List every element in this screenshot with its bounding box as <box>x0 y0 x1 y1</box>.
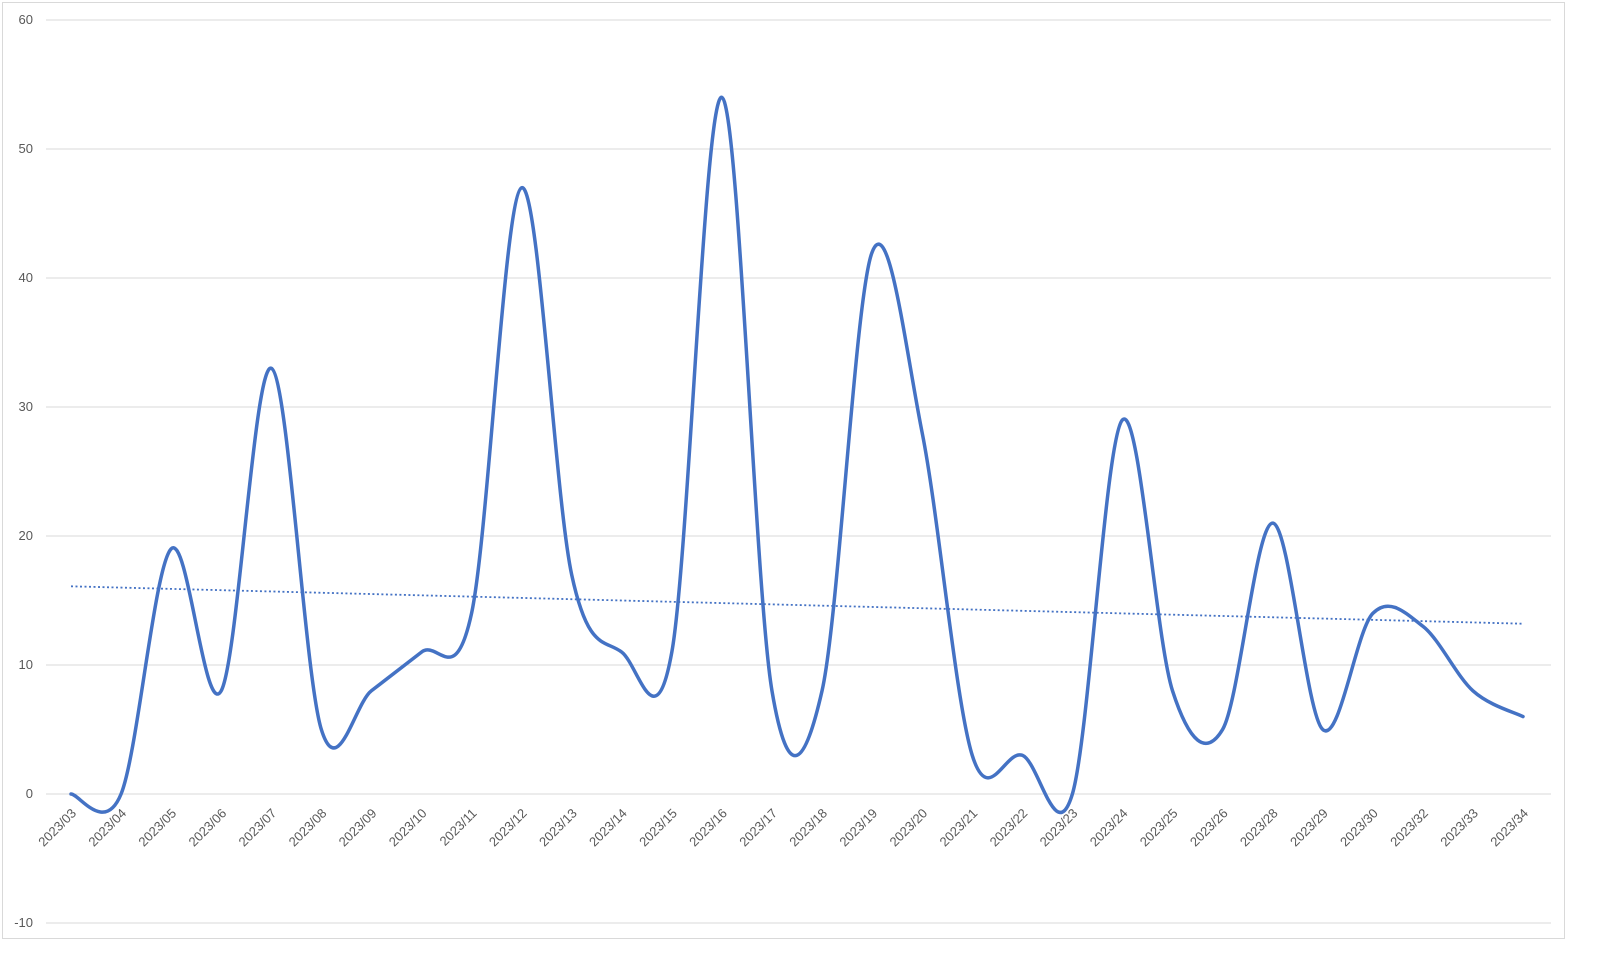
x-tick-label: 2023/32 <box>1387 806 1431 850</box>
x-tick-label: 2023/33 <box>1437 806 1481 850</box>
x-tick-label: 2023/13 <box>536 806 580 850</box>
x-tick-label: 2023/12 <box>486 806 530 850</box>
x-tick-label: 2023/03 <box>35 806 79 850</box>
y-tick-label: -10 <box>14 915 33 930</box>
x-tick-label: 2023/11 <box>437 806 480 849</box>
trendline <box>70 585 1524 625</box>
series-line <box>69 95 1525 815</box>
x-tick-label: 2023/07 <box>236 806 280 850</box>
x-tick-label: 2023/28 <box>1237 806 1281 850</box>
x-tick-label: 2023/30 <box>1337 806 1381 850</box>
x-axis-tick-labels: 2023/03 2023/04 2023/05 2023/06 2023/07 2023/… <box>35 806 1531 850</box>
x-tick-label: 2023/25 <box>1137 806 1181 850</box>
x-tick-label: 2023/29 <box>1287 806 1331 850</box>
x-tick-label: 2023/05 <box>135 806 179 850</box>
x-tick-label: 2023/26 <box>1187 806 1231 850</box>
x-tick-label: 2023/08 <box>286 806 330 850</box>
data-series <box>69 95 1525 815</box>
y-tick-label: 50 <box>19 141 33 156</box>
y-axis-tick-labels: -10 0 10 20 30 40 50 60 <box>14 12 33 930</box>
x-tick-label: 2023/06 <box>185 806 229 850</box>
x-tick-label: 2023/19 <box>836 806 880 850</box>
x-tick-label: 2023/15 <box>636 806 680 850</box>
y-tick-label: 40 <box>19 270 33 285</box>
y-tick-label: 0 <box>26 786 33 801</box>
x-tick-label: 2023/18 <box>786 806 830 850</box>
x-tick-label: 2023/34 <box>1487 806 1531 850</box>
trendline-line <box>70 585 1524 625</box>
chart-area: -10 0 10 20 30 40 50 60 2023/03 2023/04 2023/05 20… <box>2 2 1565 939</box>
x-tick-label: 2023/16 <box>686 806 730 850</box>
x-tick-label: 2023/09 <box>336 806 380 850</box>
x-tick-label: 2023/20 <box>886 806 930 850</box>
y-tick-label: 30 <box>19 399 33 414</box>
y-tick-label: 10 <box>19 657 33 672</box>
line-chart: -10 0 10 20 30 40 50 60 2023/03 2023/04 2023/05 20… <box>14 12 1551 930</box>
x-tick-label: 2023/14 <box>586 806 630 850</box>
x-tick-label: 2023/22 <box>987 806 1031 850</box>
x-tick-label: 2023/24 <box>1087 806 1131 850</box>
y-tick-label: 60 <box>19 12 33 27</box>
gridlines <box>46 19 1551 924</box>
x-tick-label: 2023/10 <box>386 806 430 850</box>
x-tick-label: 2023/17 <box>736 806 780 850</box>
x-tick-label: 2023/21 <box>937 806 981 850</box>
y-tick-label: 20 <box>19 528 33 543</box>
